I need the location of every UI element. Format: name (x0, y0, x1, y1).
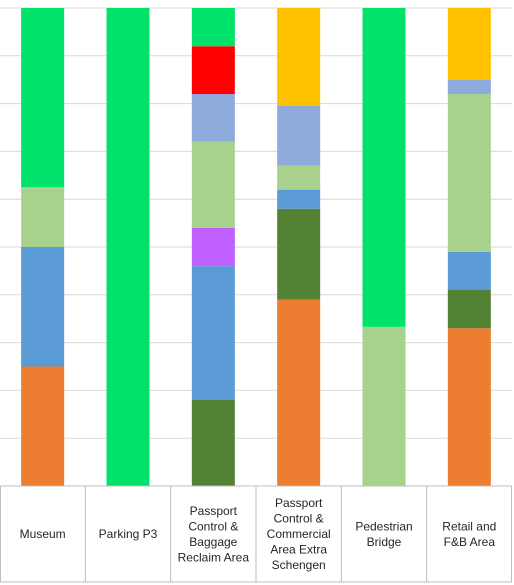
category-label-line: Pedestrian (355, 519, 412, 533)
category-label-line: Passport (190, 504, 238, 518)
category-label-line: Control & (188, 519, 238, 533)
bar-segment (106, 8, 150, 486)
bar-segment (191, 227, 235, 267)
bar-segment (447, 79, 491, 95)
category-label-line: F&B Area (444, 535, 496, 549)
bar-segment (21, 247, 65, 367)
gridlines (0, 7, 512, 487)
category-label-line: Reclaim Area (178, 550, 250, 564)
category-label-line: Museum (20, 527, 66, 541)
bar-segment (277, 165, 321, 190)
category-label: Pedestrian Bridge (355, 519, 412, 549)
category-label-line: Retail and (442, 519, 496, 533)
category-label: Museum (20, 527, 66, 541)
bar-segment (277, 105, 321, 166)
category-label-line: Schengen (272, 558, 326, 572)
category-label: Retail and F&B Area (442, 519, 496, 549)
bar-segment (21, 187, 65, 247)
bar-segment (277, 8, 321, 106)
bar-segment (447, 8, 491, 80)
bar-segment (191, 46, 235, 95)
category-label-line: Passport (275, 496, 323, 510)
category-label: Passport Control & Baggage Reclaim Area (178, 504, 250, 565)
bar-segment (21, 8, 65, 188)
category-label-line: Baggage (189, 535, 237, 549)
bar-segment (277, 299, 321, 486)
category-label: Passport Control & Commercial Area Extra Sch… (267, 496, 331, 572)
bar-segment (447, 290, 491, 329)
bar-segment (277, 189, 321, 209)
bar-segment (191, 141, 235, 228)
bar-segment (362, 8, 406, 327)
category-label-line: Area Extra (270, 543, 327, 557)
bar-segment (191, 266, 235, 400)
bars (21, 8, 491, 486)
bar-segment (447, 94, 491, 252)
bar-segment (362, 326, 406, 486)
bar-segment (191, 399, 235, 486)
category-table (0, 485, 512, 583)
bar-segment (447, 251, 491, 291)
category-label: Parking P3 (99, 527, 158, 541)
category-label-line: Bridge (367, 535, 402, 549)
category-label-line: Control & (274, 512, 324, 526)
bar-segment (277, 208, 321, 300)
bar-segment (191, 94, 235, 142)
category-label-line: Parking P3 (99, 527, 158, 541)
bar-segment (191, 8, 235, 47)
category-label-line: Commercial (267, 527, 331, 541)
bar-segment (21, 366, 65, 486)
bar-segment (447, 328, 491, 486)
